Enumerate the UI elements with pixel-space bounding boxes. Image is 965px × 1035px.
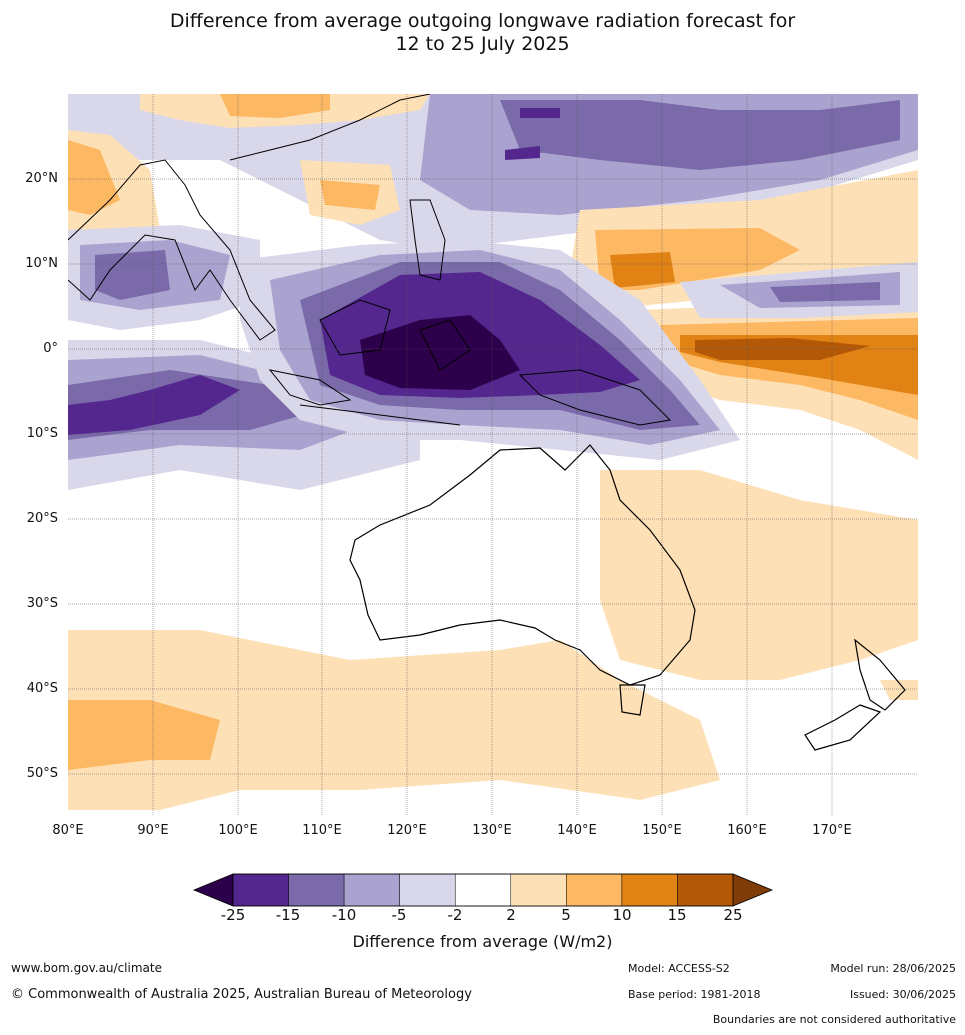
lon-label-120e: 120°E (387, 823, 427, 838)
lon-label-140e: 140°E (557, 823, 597, 838)
lon-label-130e: 130°E (472, 823, 512, 838)
lon-label-110e: 110°E (302, 823, 342, 838)
title-line-2: 12 to 25 July 2025 (395, 33, 570, 55)
colorbar-segment (399, 873, 456, 907)
colorbar-segment (510, 873, 567, 907)
colorbar-tick: -2 (447, 906, 463, 924)
graticule (68, 94, 918, 816)
footer-url[interactable]: www.bom.gov.au/climate (11, 961, 162, 975)
lon-label-90e: 90°E (137, 823, 169, 838)
colorbar-segment (621, 873, 678, 907)
footer-copyright: © Commonwealth of Australia 2025, Austra… (11, 987, 472, 1002)
anomaly-field (68, 94, 918, 816)
lat-label-30s: 30°S (26, 596, 58, 611)
footer-disclaimer: Boundaries are not considered authoritat… (712, 1013, 956, 1026)
lat-label-10s: 10°S (26, 426, 58, 441)
colorbar (192, 873, 774, 907)
lon-label-150e: 150°E (642, 823, 682, 838)
lat-label-50s: 50°S (26, 766, 58, 781)
colorbar-tick: 2 (506, 906, 516, 924)
colorbar-tick: -10 (331, 906, 357, 924)
colorbar-tick: 15 (667, 906, 687, 924)
colorbar-tick: 25 (723, 906, 743, 924)
lat-label-0: 0° (43, 341, 58, 356)
colorbar-segment (343, 873, 400, 907)
colorbar-segment (232, 873, 289, 907)
footer-base-period: Base period: 1981-2018 (628, 988, 761, 1001)
lat-label-40s: 40°S (26, 681, 58, 696)
lon-label-100e: 100°E (218, 823, 258, 838)
lon-label-80e: 80°E (52, 823, 84, 838)
lat-label-20n: 20°N (25, 171, 58, 186)
map-title: Difference from average outgoing longwav… (0, 10, 965, 56)
colorbar-segment (288, 873, 345, 907)
colorbar-tick: -15 (275, 906, 301, 924)
footer-model: Model: ACCESS-S2 (628, 962, 730, 975)
footer-issued: Issued: 30/06/2025 (849, 988, 956, 1001)
colorbar-low-extend (194, 874, 233, 906)
colorbar-segment (677, 873, 734, 907)
colorbar-title: Difference from average (W/m2) (352, 932, 613, 951)
footer-model-run: Model run: 28/06/2025 (830, 962, 956, 975)
colorbar-segment (566, 873, 623, 907)
colorbar-segment (454, 873, 512, 907)
lat-label-20s: 20°S (26, 511, 58, 526)
colorbar-tick: 10 (612, 906, 632, 924)
colorbar-high-extend (733, 874, 772, 906)
lat-label-10n: 10°N (25, 256, 58, 271)
lon-label-160e: 160°E (727, 823, 767, 838)
colorbar-tick: -25 (220, 906, 246, 924)
colorbar-tick: -5 (391, 906, 407, 924)
lon-label-170e: 170°E (812, 823, 852, 838)
title-line-1: Difference from average outgoing longwav… (169, 10, 796, 32)
colorbar-tick: 5 (561, 906, 571, 924)
